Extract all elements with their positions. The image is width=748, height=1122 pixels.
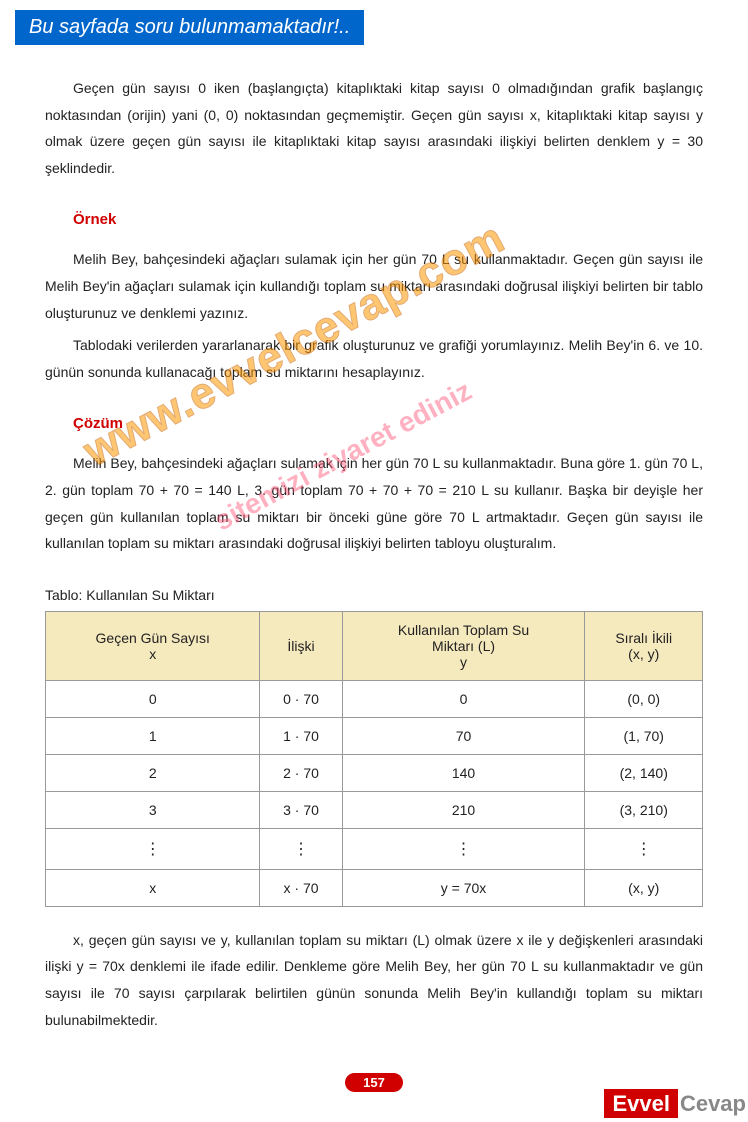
table-cell: x · 70 — [260, 869, 342, 906]
table-row: xx · 70y = 70x(x, y) — [46, 869, 703, 906]
table-cell: 0 — [46, 680, 260, 717]
table-row: ⋮⋮⋮⋮ — [46, 828, 703, 869]
table-row: 00 · 700(0, 0) — [46, 680, 703, 717]
col-header-relation: İlişki — [260, 611, 342, 680]
page-number: 157 — [345, 1073, 403, 1092]
table-cell: y = 70x — [342, 869, 585, 906]
table-caption: Tablo: Kullanılan Su Miktarı — [45, 587, 703, 603]
table-cell: 210 — [342, 791, 585, 828]
table-cell: (1, 70) — [585, 717, 703, 754]
table-row: 22 · 70140(2, 140) — [46, 754, 703, 791]
table-cell: (0, 0) — [585, 680, 703, 717]
table-cell: ⋮ — [342, 828, 585, 869]
table-row: 11 · 7070(1, 70) — [46, 717, 703, 754]
table-cell: 3 · 70 — [260, 791, 342, 828]
table-header-row: Geçen Gün Sayısı x İlişki Kullanılan Top… — [46, 611, 703, 680]
logo-part-2: Cevap — [678, 1089, 748, 1118]
brand-logo: EvvelCevap — [604, 1091, 748, 1117]
table-cell: 140 — [342, 754, 585, 791]
table-cell: 1 · 70 — [260, 717, 342, 754]
solution-heading: Çözüm — [73, 415, 703, 432]
table-cell: 1 — [46, 717, 260, 754]
after-table-paragraph: x, geçen gün sayısı ve y, kullanılan top… — [45, 927, 703, 1033]
table-cell: 70 — [342, 717, 585, 754]
table-cell: 3 — [46, 791, 260, 828]
table-cell: 2 · 70 — [260, 754, 342, 791]
table-cell: ⋮ — [46, 828, 260, 869]
water-usage-table: Geçen Gün Sayısı x İlişki Kullanılan Top… — [45, 611, 703, 907]
table-cell: ⋮ — [260, 828, 342, 869]
col-header-pair: Sıralı İkili (x, y) — [585, 611, 703, 680]
table-cell: 0 — [342, 680, 585, 717]
example-paragraph-2: Tablodaki verilerden yararlanarak bir gr… — [45, 332, 703, 385]
logo-part-1: Evvel — [604, 1089, 678, 1118]
table-cell: 2 — [46, 754, 260, 791]
banner-notice: Bu sayfada soru bulunmamaktadır!.. — [15, 10, 364, 45]
solution-paragraph-1: Melih Bey, bahçesindeki ağaçları sulamak… — [45, 450, 703, 556]
example-heading: Örnek — [73, 211, 703, 228]
page-container: www.evvelcevap.com sitemizi ziyaret edin… — [0, 0, 748, 1122]
table-body: 00 · 700(0, 0)11 · 7070(1, 70)22 · 70140… — [46, 680, 703, 906]
col-header-total: Kullanılan Toplam Su Miktarı (L) y — [342, 611, 585, 680]
col-header-days: Geçen Gün Sayısı x — [46, 611, 260, 680]
intro-paragraph: Geçen gün sayısı 0 iken (başlangıçta) ki… — [45, 75, 703, 181]
table-cell: (2, 140) — [585, 754, 703, 791]
table-cell: (3, 210) — [585, 791, 703, 828]
table-row: 33 · 70210(3, 210) — [46, 791, 703, 828]
table-cell: 0 · 70 — [260, 680, 342, 717]
table-cell: x — [46, 869, 260, 906]
table-cell: ⋮ — [585, 828, 703, 869]
example-paragraph-1: Melih Bey, bahçesindeki ağaçları sulamak… — [45, 246, 703, 326]
table-cell: (x, y) — [585, 869, 703, 906]
